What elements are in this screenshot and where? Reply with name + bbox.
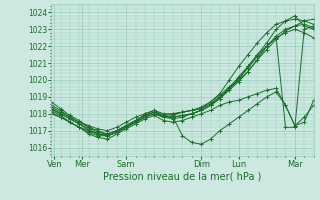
X-axis label: Pression niveau de la mer( hPa ): Pression niveau de la mer( hPa ) bbox=[103, 172, 261, 182]
